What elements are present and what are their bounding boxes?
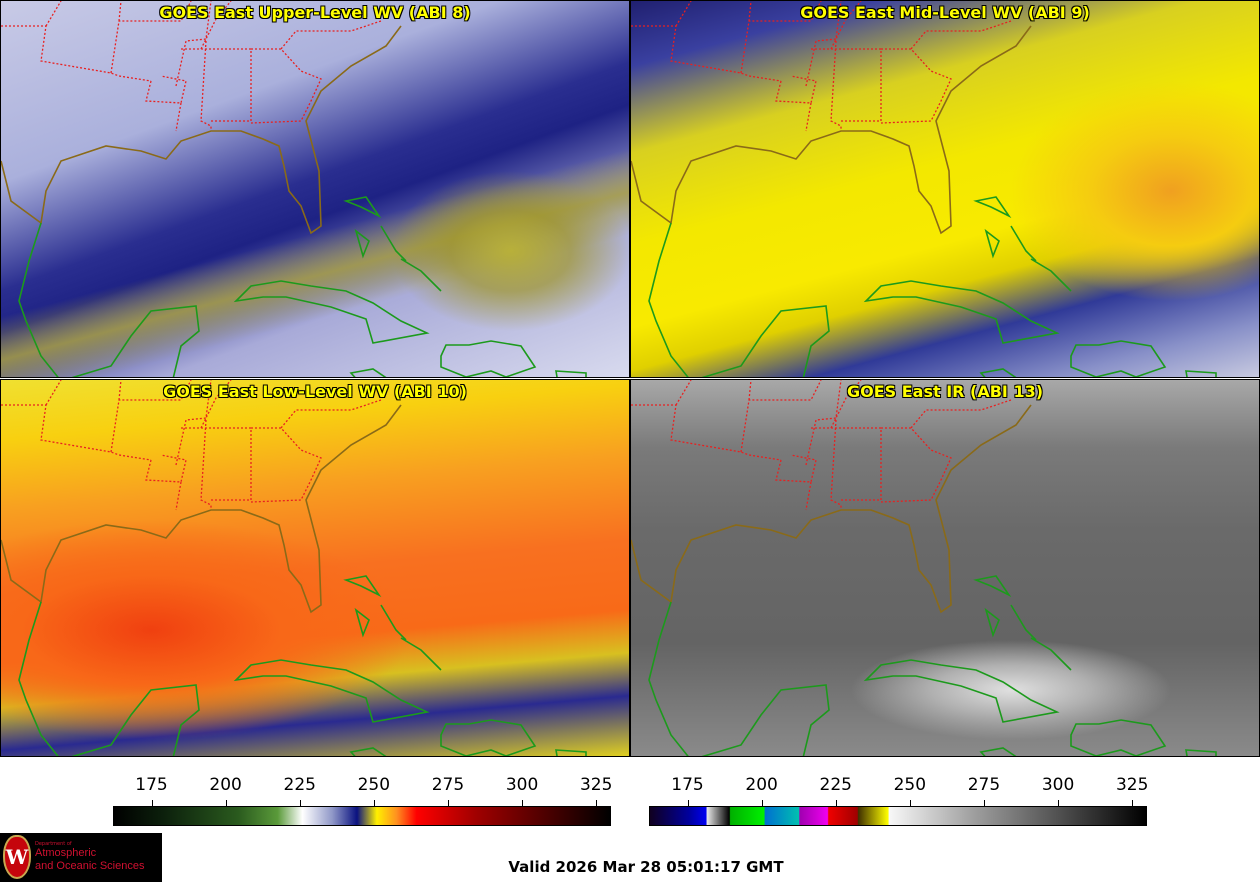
colorbar-tick	[835, 800, 837, 806]
coastline	[18, 575, 587, 756]
colorbar-tick	[299, 800, 301, 806]
coastline	[18, 196, 587, 377]
state-borders	[631, 380, 1012, 511]
colorbar-tick	[687, 800, 689, 806]
logo-line3: and Oceanic Sciences	[35, 860, 145, 872]
coastline	[648, 196, 1217, 377]
map-overlay	[631, 1, 1217, 377]
panel-title: GOES East IR (ABI 13)	[846, 382, 1044, 401]
panel-title: GOES East Upper-Level WV (ABI 8)	[159, 3, 471, 22]
colorbar-tick	[909, 800, 911, 806]
low-level-wv-panel: GOES East Low-Level WV (ABI 10)	[0, 379, 630, 757]
colorbar-tick-label: 175	[135, 775, 168, 795]
colorbar-tick-label: 250	[893, 775, 927, 795]
colorbar-tick-label: 325	[1115, 775, 1149, 795]
coastline	[648, 575, 1217, 756]
mid-level-wv-panel: GOES East Mid-Level WV (ABI 9)	[630, 0, 1260, 378]
colorbar-tick-label: 175	[671, 775, 704, 795]
us-coastline	[1, 25, 402, 235]
colorbar-tick	[761, 800, 763, 806]
colorbar-tick	[1058, 800, 1060, 806]
map-overlay	[1, 380, 587, 756]
us-coastline	[1, 404, 402, 614]
water-vapor-colorbar	[113, 806, 611, 826]
upper-level-wv-panel: GOES East Upper-Level WV (ABI 8)	[0, 0, 630, 378]
colorbar-tick	[373, 800, 375, 806]
logo-line1: Department of	[35, 841, 72, 847]
colorbar-tick	[1132, 800, 1134, 806]
logo-line2: Atmospheric	[35, 847, 97, 859]
map-overlay	[631, 380, 1217, 756]
colorbar-tick-label: 225	[283, 775, 316, 795]
state-borders	[1, 1, 382, 132]
colorbar-tick-label: 200	[209, 775, 242, 795]
ir-colorbar	[649, 806, 1147, 826]
map-overlay	[1, 1, 587, 377]
state-borders	[631, 1, 1012, 132]
colorbar-tick	[151, 800, 153, 806]
colorbar-tick	[596, 800, 598, 806]
colorbar-tick-label: 250	[357, 775, 391, 795]
colorbar-tick-label: 225	[819, 775, 852, 795]
colorbar-tick-label: 200	[745, 775, 778, 795]
colorbar-tick-label: 300	[505, 775, 539, 795]
aos-logo: W Department of Atmospheric and Oceanic …	[0, 833, 162, 882]
colorbar-tick	[983, 800, 985, 806]
colorbar-tick-label: 300	[1041, 775, 1075, 795]
us-coastline	[631, 25, 1032, 235]
panel-title: GOES East Low-Level WV (ABI 10)	[163, 382, 467, 401]
valid-time: Valid 2026 Mar 28 05:01:17 GMT	[508, 858, 784, 876]
panel-title: GOES East Mid-Level WV (ABI 9)	[800, 3, 1090, 22]
colorbar-tick-label: 275	[967, 775, 1001, 795]
state-borders	[1, 380, 382, 511]
colorbar-tick-label: 325	[579, 775, 613, 795]
colorbar-tick	[447, 800, 449, 806]
ir-panel: GOES East IR (ABI 13)	[630, 379, 1260, 757]
us-coastline	[631, 404, 1032, 614]
colorbar-tick-label: 275	[431, 775, 465, 795]
uw-crest-icon: W	[3, 835, 31, 879]
colorbar-tick	[522, 800, 524, 806]
colorbar-tick	[225, 800, 227, 806]
